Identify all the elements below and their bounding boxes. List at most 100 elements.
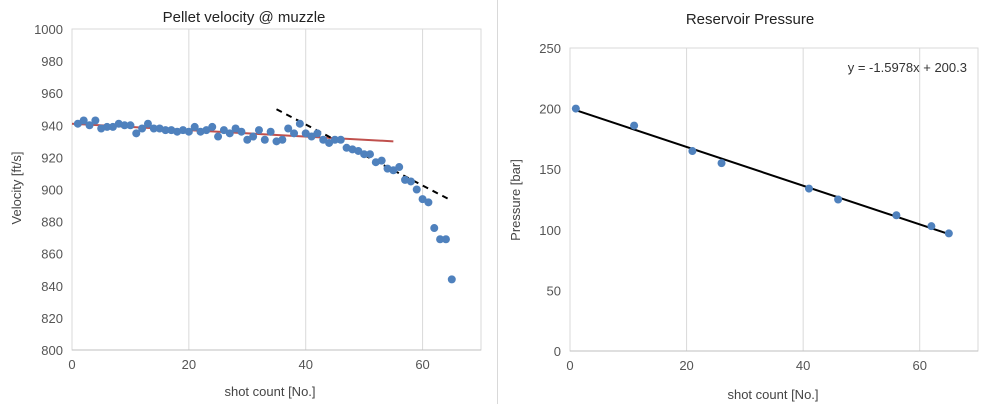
velocity-data-point bbox=[430, 224, 439, 233]
velocity-data-point bbox=[108, 122, 117, 131]
velocity-data-point bbox=[208, 122, 217, 131]
velocity-data-point bbox=[307, 132, 316, 141]
velocity-data-point bbox=[336, 135, 345, 144]
pressure-chart-title: Reservoir Pressure bbox=[686, 11, 814, 28]
velocity-y-tick-label: 1000 bbox=[34, 22, 63, 37]
pressure-data-point bbox=[834, 195, 843, 204]
pressure-data-point bbox=[804, 184, 813, 193]
velocity-y-tick-label: 880 bbox=[41, 215, 63, 230]
pressure-data-point bbox=[571, 104, 580, 113]
velocity-y-tick-label: 820 bbox=[41, 311, 63, 326]
velocity-data-point bbox=[243, 135, 252, 144]
velocity-data-point bbox=[231, 124, 240, 133]
velocity-data-point bbox=[91, 116, 100, 125]
pressure-y-axis-label: Pressure [bar] bbox=[508, 159, 523, 241]
velocity-data-point bbox=[301, 129, 310, 138]
velocity-data-point bbox=[132, 129, 141, 138]
velocity-y-tick-label: 900 bbox=[41, 183, 63, 198]
pressure-data-point bbox=[630, 121, 639, 130]
pressure-y-tick-label: 150 bbox=[539, 162, 561, 177]
velocity-data-point bbox=[237, 127, 246, 136]
velocity-data-point bbox=[214, 132, 223, 141]
velocity-y-tick-label: 840 bbox=[41, 279, 63, 294]
velocity-data-point bbox=[79, 116, 88, 125]
pressure-x-axis-label: shot count [No.] bbox=[727, 387, 818, 402]
velocity-data-point bbox=[418, 195, 427, 204]
velocity-chart: Pellet velocity @ muzzle shot count [No.… bbox=[9, 9, 482, 399]
velocity-data-point bbox=[395, 163, 404, 172]
pressure-y-tick-label: 50 bbox=[547, 283, 561, 298]
velocity-data-point bbox=[295, 119, 304, 128]
velocity-data-point bbox=[441, 235, 450, 244]
velocity-data-point bbox=[278, 135, 287, 144]
velocity-data-point bbox=[143, 119, 152, 128]
pressure-chart: Reservoir Pressure shot count [No.] Pres… bbox=[508, 11, 979, 402]
velocity-data-point bbox=[313, 129, 322, 138]
velocity-data-point bbox=[149, 124, 158, 133]
velocity-data-point bbox=[73, 119, 82, 128]
pressure-x-tick-label: 40 bbox=[796, 358, 810, 373]
velocity-data-point bbox=[412, 185, 421, 194]
velocity-data-point bbox=[330, 135, 339, 144]
velocity-x-axis-label: shot count [No.] bbox=[224, 384, 315, 399]
velocity-x-tick-label: 20 bbox=[182, 357, 196, 372]
pressure-y-tick-label: 100 bbox=[539, 223, 561, 238]
velocity-x-tick-label: 60 bbox=[415, 357, 429, 372]
pressure-data-point bbox=[892, 211, 901, 220]
velocity-data-point bbox=[436, 235, 445, 244]
velocity-data-point bbox=[377, 156, 386, 165]
pressure-chart-panel: Reservoir Pressure shot count [No.] Pres… bbox=[500, 0, 1000, 404]
velocity-y-tick-label: 800 bbox=[41, 343, 63, 358]
velocity-y-tick-label: 860 bbox=[41, 247, 63, 262]
velocity-data-point bbox=[319, 135, 328, 144]
pressure-y-tick-label: 200 bbox=[539, 102, 561, 117]
velocity-data-point bbox=[325, 138, 334, 147]
velocity-x-tick-label: 0 bbox=[68, 357, 75, 372]
velocity-data-point bbox=[161, 126, 170, 135]
velocity-data-point bbox=[85, 121, 94, 130]
velocity-data-point bbox=[126, 121, 135, 130]
velocity-data-point bbox=[138, 124, 147, 133]
pressure-plot-frame bbox=[569, 47, 979, 352]
velocity-x-tick-label: 40 bbox=[298, 357, 312, 372]
pressure-y-tick-label: 0 bbox=[554, 344, 561, 359]
pressure-y-tick-label: 250 bbox=[539, 41, 561, 56]
velocity-data-point bbox=[354, 146, 363, 155]
velocity-data-point bbox=[260, 135, 269, 144]
velocity-data-point bbox=[266, 127, 275, 136]
velocity-y-tick-label: 940 bbox=[41, 118, 63, 133]
velocity-data-point bbox=[447, 275, 456, 284]
pressure-data-point bbox=[717, 159, 726, 168]
velocity-data-point bbox=[290, 129, 299, 138]
pressure-x-tick-label: 20 bbox=[679, 358, 693, 373]
pressure-x-tick-label: 60 bbox=[912, 358, 926, 373]
pressure-data-point bbox=[927, 222, 936, 231]
velocity-data-point bbox=[389, 166, 398, 175]
pressure-x-tick-label: 0 bbox=[566, 358, 573, 373]
velocity-data-point bbox=[103, 122, 112, 131]
velocity-y-tick-label: 960 bbox=[41, 86, 63, 101]
velocity-y-axis-label: Velocity [ft/s] bbox=[9, 152, 24, 225]
velocity-data-point bbox=[219, 126, 228, 135]
pressure-data-point bbox=[688, 147, 697, 156]
velocity-data-point bbox=[202, 126, 211, 135]
pressure-trendline bbox=[575, 109, 950, 236]
velocity-y-tick-label: 920 bbox=[41, 150, 63, 165]
velocity-data-point bbox=[284, 124, 293, 133]
velocity-data-point bbox=[190, 122, 199, 131]
pressure-data-point bbox=[944, 229, 953, 238]
velocity-data-point bbox=[225, 129, 234, 138]
velocity-data-point bbox=[249, 132, 258, 141]
velocity-data-point bbox=[120, 121, 129, 130]
panel-divider bbox=[497, 0, 498, 404]
velocity-chart-title: Pellet velocity @ muzzle bbox=[163, 9, 326, 26]
velocity-data-point bbox=[406, 177, 415, 186]
trendline-equation: y = -1.5978x + 200.3 bbox=[848, 60, 967, 75]
velocity-y-tick-label: 980 bbox=[41, 54, 63, 69]
velocity-data-point bbox=[424, 198, 433, 207]
velocity-data-point bbox=[184, 127, 193, 136]
velocity-data-point bbox=[365, 150, 374, 159]
velocity-chart-panel: Pellet velocity @ muzzle shot count [No.… bbox=[0, 0, 496, 404]
velocity-data-point bbox=[254, 126, 263, 135]
